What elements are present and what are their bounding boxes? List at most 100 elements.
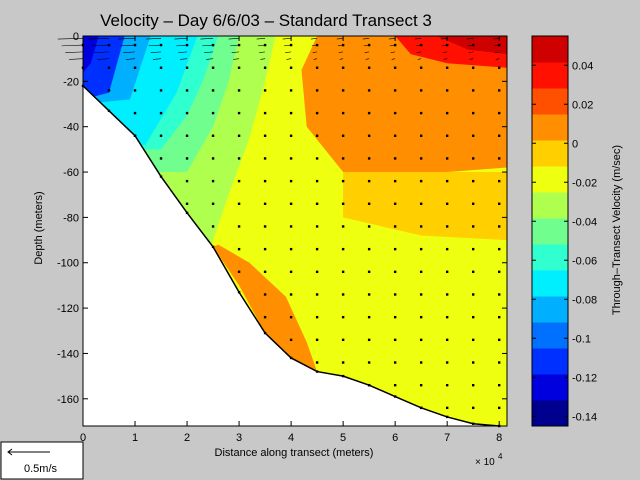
velocity-vector [416, 51, 422, 53]
sample-point [419, 270, 423, 274]
velocity-vector [337, 44, 344, 47]
sample-point [133, 134, 137, 137]
sample-point [315, 361, 319, 364]
sample-point [289, 134, 293, 137]
sample-point [445, 134, 449, 137]
sample-point [341, 225, 345, 228]
colorbar-label: Through–Transect Velocity (m/sec) [611, 145, 623, 315]
velocity-vector [91, 44, 110, 47]
y-tick-label: -60 [63, 167, 79, 179]
y-tick-label: -120 [57, 303, 79, 315]
velocity-vector [493, 44, 500, 47]
velocity-vector [57, 37, 84, 40]
sample-point [315, 370, 319, 373]
sample-point [367, 270, 371, 274]
sample-point [315, 111, 319, 115]
sample-point [367, 111, 371, 115]
sample-point [419, 247, 423, 251]
sample-point [393, 315, 397, 319]
colorbar-tick-label: 0 [572, 138, 578, 150]
sample-point [107, 89, 111, 92]
sample-point [445, 338, 449, 342]
sample-point [185, 134, 189, 137]
sample-point [445, 383, 449, 387]
sample-point [497, 361, 501, 364]
sample-point [471, 111, 475, 115]
sample-point [367, 293, 371, 296]
sample-point [471, 157, 475, 160]
sample-point [289, 202, 293, 205]
sample-point [367, 202, 371, 205]
sample-point [393, 395, 397, 398]
sample-point [497, 406, 501, 410]
sample-point [289, 315, 293, 319]
sample-point [341, 157, 345, 160]
sample-point [367, 383, 371, 387]
velocity-vector [365, 58, 370, 60]
sample-point [289, 89, 293, 92]
sample-point [471, 270, 475, 274]
y-tick-label: 0 [73, 31, 79, 43]
velocity-vector [206, 58, 214, 60]
velocity-vector [120, 44, 136, 47]
sample-point [185, 179, 189, 183]
sample-point [315, 315, 319, 319]
sample-point [185, 66, 189, 69]
sample-point [315, 270, 319, 274]
colorbar-segment [532, 270, 568, 297]
x-tick-label: 0 [80, 432, 86, 444]
sample-point [341, 338, 345, 342]
sample-point [471, 66, 475, 69]
sample-point [367, 315, 371, 319]
velocity-vector [336, 37, 344, 40]
sample-point [107, 66, 111, 69]
sample-point [237, 225, 241, 228]
velocity-vector [415, 44, 422, 47]
sample-point [211, 66, 215, 69]
velocity-vector [202, 44, 214, 47]
plot-frame [82, 35, 508, 427]
colorbar-segment [532, 114, 568, 141]
sample-point [263, 134, 267, 137]
velocity-field [83, 36, 507, 426]
velocity-vector [65, 51, 84, 53]
velocity-vector [311, 44, 318, 47]
velocity-vector [94, 51, 110, 53]
vector-scale-label: 0.5m/s [24, 463, 58, 475]
sample-point [419, 202, 423, 205]
sample-point [315, 225, 319, 228]
sample-point [315, 179, 319, 183]
sample-point [159, 111, 163, 115]
velocity-vectors [57, 37, 500, 60]
sample-point [419, 383, 423, 387]
sample-point [211, 179, 215, 183]
velocity-region-left-darkblue [83, 36, 99, 73]
sample-point [393, 111, 397, 115]
sample-point [445, 89, 449, 92]
sample-point [445, 202, 449, 205]
sample-point [471, 406, 475, 410]
velocity-vector [467, 44, 474, 47]
y-tick-label: -20 [63, 76, 79, 88]
velocity-vector [339, 58, 344, 60]
velocity-vector [417, 58, 422, 60]
y-axis-label: Depth (meters) [33, 191, 45, 264]
vector-scale-box [0, 441, 84, 480]
velocity-vector [152, 58, 162, 60]
sample-point [497, 66, 501, 69]
sample-point [471, 293, 475, 296]
sample-point [341, 270, 345, 274]
sample-point [419, 361, 423, 364]
sample-point [341, 111, 345, 115]
sample-point [497, 179, 501, 183]
colorbar-segment [532, 244, 568, 271]
sample-point [393, 270, 397, 274]
velocity-vector [466, 37, 474, 40]
sample-point [263, 247, 267, 251]
colorbar-segment [532, 88, 568, 115]
velocity-vector [440, 37, 448, 40]
sample-point [263, 331, 267, 335]
sample-point [289, 293, 293, 296]
sample-point [263, 179, 267, 183]
